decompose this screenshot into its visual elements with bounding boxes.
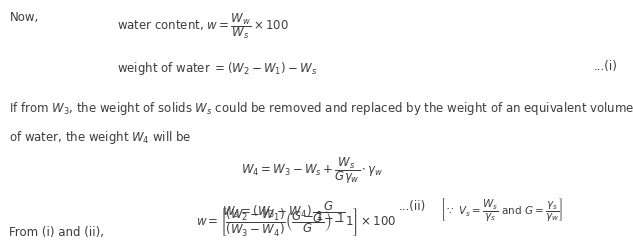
Text: From (i) and (ii),: From (i) and (ii), xyxy=(9,226,104,239)
Text: $\left[\because\ V_s = \dfrac{W_s}{\gamma_s}\ \mathrm{and}\ G = \dfrac{\gamma_s}: $\left[\because\ V_s = \dfrac{W_s}{\gamm… xyxy=(440,196,563,223)
Text: ...(i): ...(i) xyxy=(593,60,617,72)
Text: weight of water $= (W_2 - W_1) - W_s$: weight of water $= (W_2 - W_1) - W_s$ xyxy=(117,60,317,77)
Text: Now,: Now, xyxy=(9,11,39,24)
Text: ...(ii): ...(ii) xyxy=(399,200,426,213)
Text: If from $W_3$, the weight of solids $W_s$ could be removed and replaced by the w: If from $W_3$, the weight of solids $W_s… xyxy=(9,100,633,118)
Text: $w = \left[\dfrac{(W_2 - W_1)}{(W_3 - W_4)}\left(\dfrac{G-1}{G}\right) - 1\right: $w = \left[\dfrac{(W_2 - W_1)}{(W_3 - W_… xyxy=(196,206,397,238)
Text: $W_s = (W_3 - W_4)\,\dfrac{G}{G-1}$: $W_s = (W_3 - W_4)\,\dfrac{G}{G-1}$ xyxy=(222,200,345,225)
Text: $W_4 = W_3 - W_s + \dfrac{W_s}{G\gamma_w} \cdot \gamma_w$: $W_4 = W_3 - W_s + \dfrac{W_s}{G\gamma_w… xyxy=(241,155,383,186)
Text: water content, $w = \dfrac{W_w}{W_s} \times 100$: water content, $w = \dfrac{W_w}{W_s} \ti… xyxy=(117,11,289,41)
Text: of water, the weight $W_4$ will be: of water, the weight $W_4$ will be xyxy=(9,129,192,146)
